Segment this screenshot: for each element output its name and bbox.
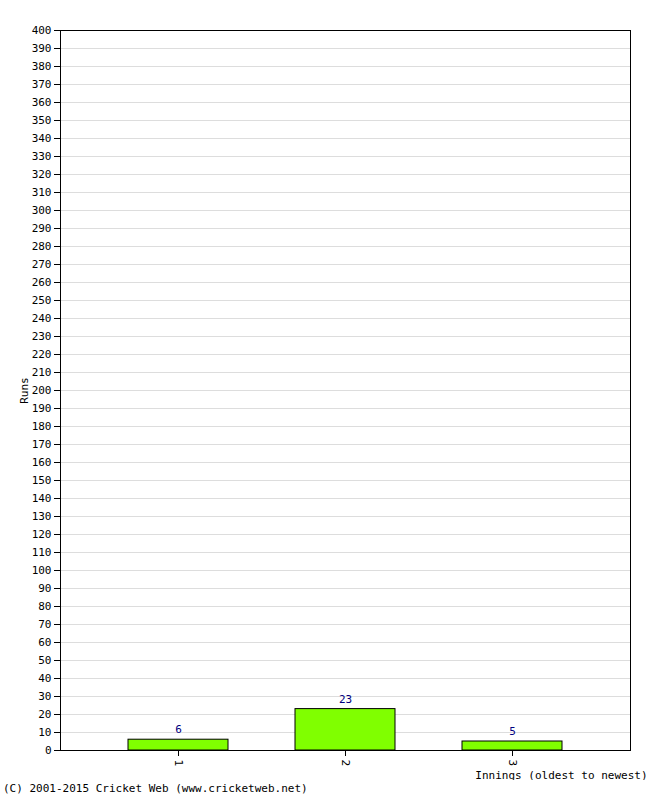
svg-text:390: 390: [32, 42, 52, 55]
svg-text:1: 1: [172, 760, 185, 767]
svg-text:240: 240: [32, 312, 52, 325]
svg-text:300: 300: [32, 204, 52, 217]
svg-text:0: 0: [45, 744, 52, 757]
svg-text:120: 120: [32, 528, 52, 541]
svg-text:6: 6: [175, 723, 182, 736]
svg-text:10: 10: [38, 726, 51, 739]
html-text:(C) 2001-2015 Cricket Web (www: (C) 2001-2015 Cricket Web (www.cricketwe…: [3, 782, 308, 795]
svg-text:60: 60: [38, 636, 51, 649]
svg-text:3: 3: [506, 760, 519, 767]
svg-text:170: 170: [32, 438, 52, 451]
svg-text:5: 5: [509, 725, 516, 738]
svg-text:260: 260: [32, 276, 52, 289]
svg-text:50: 50: [38, 654, 51, 667]
svg-text:270: 270: [32, 258, 52, 271]
svg-text:140: 140: [32, 492, 52, 505]
svg-text:100: 100: [32, 564, 52, 577]
svg-text:210: 210: [32, 366, 52, 379]
svg-text:150: 150: [32, 474, 52, 487]
svg-text:80: 80: [38, 600, 51, 613]
svg-text:190: 190: [32, 402, 52, 415]
svg-text:220: 220: [32, 348, 52, 361]
svg-text:400: 400: [32, 24, 52, 37]
svg-text:340: 340: [32, 132, 52, 145]
svg-text:40: 40: [38, 672, 51, 685]
svg-text:320: 320: [32, 168, 52, 181]
svg-text:30: 30: [38, 690, 51, 703]
svg-text:330: 330: [32, 150, 52, 163]
svg-text:110: 110: [32, 546, 52, 559]
svg-text:250: 250: [32, 294, 52, 307]
svg-text:70: 70: [38, 618, 51, 631]
svg-text:350: 350: [32, 114, 52, 127]
svg-text:Innings (oldest to newest): Innings (oldest to newest): [475, 769, 647, 781]
svg-text:230: 230: [32, 330, 52, 343]
svg-text:20: 20: [38, 708, 51, 721]
svg-text:310: 310: [32, 186, 52, 199]
svg-text:160: 160: [32, 456, 52, 469]
svg-text:290: 290: [32, 222, 52, 235]
svg-text:360: 360: [32, 96, 52, 109]
svg-text:200: 200: [32, 384, 52, 397]
svg-text:280: 280: [32, 240, 52, 253]
svg-text:130: 130: [32, 510, 52, 523]
svg-text:380: 380: [32, 60, 52, 73]
svg-text:370: 370: [32, 78, 52, 91]
svg-text:180: 180: [32, 420, 52, 433]
svg-text:23: 23: [339, 693, 352, 706]
svg-text:90: 90: [38, 582, 51, 595]
svg-text:Runs: Runs: [18, 377, 31, 404]
svg-text:2: 2: [339, 760, 352, 767]
